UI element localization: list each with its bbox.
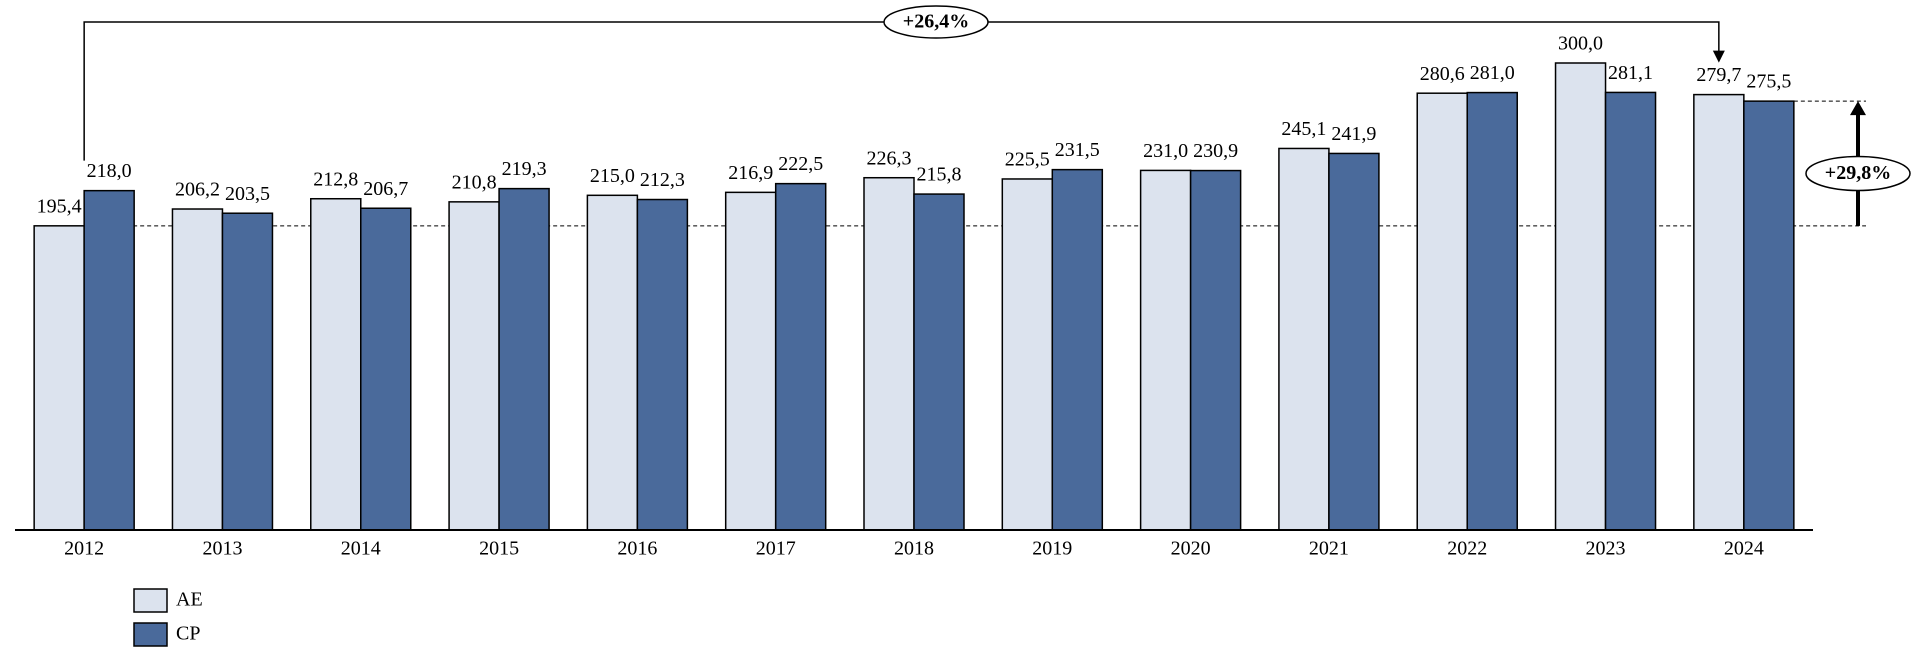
value-label: 280,6 xyxy=(1420,63,1465,85)
x-tick-label: 2023 xyxy=(1586,538,1626,560)
bar xyxy=(33,225,85,531)
legend-label: AE xyxy=(176,589,203,611)
bar xyxy=(913,193,965,531)
x-tick-label: 2024 xyxy=(1724,538,1764,560)
bar xyxy=(1416,92,1468,531)
bar xyxy=(221,212,274,531)
value-label: 226,3 xyxy=(867,147,912,169)
value-label: 281,1 xyxy=(1608,62,1653,84)
bar xyxy=(1554,62,1607,531)
value-label: 212,8 xyxy=(313,168,358,190)
value-label: 219,3 xyxy=(502,158,547,180)
legend-swatch xyxy=(133,588,168,613)
arrow-head xyxy=(1850,101,1866,116)
bar xyxy=(1466,91,1518,531)
bar xyxy=(1001,178,1054,531)
value-label: 215,8 xyxy=(917,164,962,186)
bar xyxy=(863,176,915,531)
value-label: 206,7 xyxy=(363,178,408,200)
bar xyxy=(1139,169,1192,531)
bar xyxy=(586,194,639,531)
x-tick-label: 2022 xyxy=(1447,538,1487,560)
bar xyxy=(636,198,689,531)
value-label: 275,5 xyxy=(1746,71,1791,93)
value-label: 230,9 xyxy=(1193,140,1238,162)
annotation-bubble xyxy=(883,5,989,39)
x-tick-label: 2013 xyxy=(202,538,242,560)
bar xyxy=(448,201,500,531)
bar xyxy=(1189,169,1242,531)
value-label: 210,8 xyxy=(452,171,497,193)
bar xyxy=(1328,152,1380,531)
x-tick-label: 2018 xyxy=(894,538,934,560)
value-label: 241,9 xyxy=(1331,123,1376,145)
bar xyxy=(1051,168,1104,531)
legend-label: CP xyxy=(176,623,200,645)
bar xyxy=(1278,147,1330,531)
value-label: 281,0 xyxy=(1470,62,1515,84)
x-tick-label: 2016 xyxy=(617,538,657,560)
value-label: 206,2 xyxy=(175,179,220,201)
value-label: 212,3 xyxy=(640,169,685,191)
annotation: +29,8% xyxy=(1825,162,1891,184)
bar xyxy=(1604,91,1657,531)
value-label: 245,1 xyxy=(1281,118,1326,140)
bar xyxy=(171,208,224,531)
value-label: 203,5 xyxy=(225,183,270,205)
x-tick-label: 2017 xyxy=(756,538,796,560)
x-tick-label: 2019 xyxy=(1032,538,1072,560)
x-tick-label: 2014 xyxy=(341,538,381,560)
value-label: 225,5 xyxy=(1005,149,1050,171)
value-label: 231,5 xyxy=(1055,139,1100,161)
bar xyxy=(360,207,412,531)
bar xyxy=(1693,93,1745,531)
value-label: 279,7 xyxy=(1696,64,1741,86)
bar xyxy=(774,182,827,531)
x-tick-label: 2020 xyxy=(1171,538,1211,560)
value-label: 216,9 xyxy=(728,162,773,184)
x-tick-label: 2015 xyxy=(479,538,519,560)
legend-swatch xyxy=(133,622,168,647)
bar xyxy=(724,191,777,531)
annotation: +26,4% xyxy=(903,11,969,33)
x-tick-label: 2021 xyxy=(1309,538,1349,560)
x-tick-label: 2012 xyxy=(64,538,104,560)
bar xyxy=(1743,100,1795,531)
value-label: 218,0 xyxy=(87,160,132,182)
bar xyxy=(83,189,135,531)
value-label: 215,0 xyxy=(590,165,635,187)
value-label: 300,0 xyxy=(1558,33,1603,55)
bar xyxy=(310,197,362,531)
value-label: 231,0 xyxy=(1143,140,1188,162)
bar xyxy=(498,187,550,531)
arrow-head xyxy=(1712,50,1725,63)
value-label: 195,4 xyxy=(37,195,82,217)
value-label: 222,5 xyxy=(778,153,823,175)
annotation-bubble xyxy=(1805,155,1911,192)
